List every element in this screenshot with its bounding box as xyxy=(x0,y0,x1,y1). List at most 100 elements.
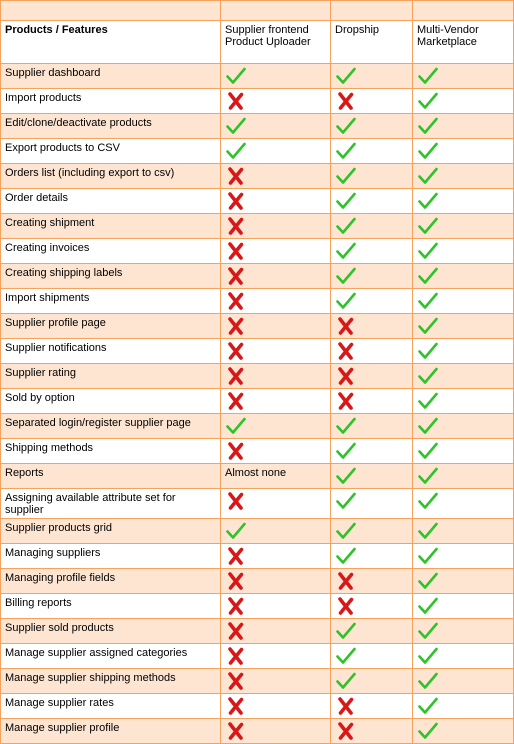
cell-multi-vendor xyxy=(412,568,514,594)
check-icon xyxy=(226,67,246,85)
cross-icon xyxy=(226,92,246,110)
check-icon xyxy=(418,167,438,185)
column-header-multi-vendor: Multi-Vendor Marketplace xyxy=(412,20,514,64)
cell-multi-vendor xyxy=(412,693,514,719)
cell-product-uploader xyxy=(220,63,331,89)
check-icon xyxy=(418,722,438,740)
feature-name: Import products xyxy=(0,88,221,114)
feature-name: Reports xyxy=(0,463,221,489)
cell-product-uploader xyxy=(220,438,331,464)
check-icon xyxy=(336,267,356,285)
cell-product-uploader xyxy=(220,263,331,289)
feature-name: Separated login/register supplier page xyxy=(0,413,221,439)
check-icon xyxy=(336,417,356,435)
top-strip-cell xyxy=(0,0,221,21)
cell-dropship xyxy=(330,138,413,164)
check-icon xyxy=(336,67,356,85)
cell-multi-vendor xyxy=(412,338,514,364)
feature-name: Managing profile fields xyxy=(0,568,221,594)
check-icon xyxy=(336,647,356,665)
cell-dropship xyxy=(330,188,413,214)
table-row: Manage supplier rates xyxy=(0,693,514,719)
cell-product-uploader xyxy=(220,238,331,264)
cell-multi-vendor xyxy=(412,488,514,519)
check-icon xyxy=(418,392,438,410)
cell-product-uploader xyxy=(220,313,331,339)
cross-icon xyxy=(226,342,246,360)
column-header-product-uploader: Supplier frontend Product Uploader xyxy=(220,20,331,64)
table-row: Supplier notifications xyxy=(0,338,514,364)
table-row: Assigning available attribute set for su… xyxy=(0,488,514,519)
check-icon xyxy=(418,317,438,335)
top-strip-cell xyxy=(330,0,413,21)
check-icon xyxy=(418,597,438,615)
check-icon xyxy=(336,547,356,565)
table-row: Manage supplier shipping methods xyxy=(0,668,514,694)
cell-product-uploader xyxy=(220,543,331,569)
cell-multi-vendor xyxy=(412,313,514,339)
table-row: Billing reports xyxy=(0,593,514,619)
cross-icon xyxy=(226,392,246,410)
cell-dropship xyxy=(330,718,413,744)
cell-multi-vendor xyxy=(412,463,514,489)
cell-dropship xyxy=(330,263,413,289)
feature-name: Creating shipment xyxy=(0,213,221,239)
cell-product-uploader xyxy=(220,113,331,139)
check-icon xyxy=(418,467,438,485)
cell-product-uploader xyxy=(220,718,331,744)
cell-dropship xyxy=(330,338,413,364)
check-icon xyxy=(418,672,438,690)
table-row: Supplier dashboard xyxy=(0,63,514,89)
feature-name: Supplier dashboard xyxy=(0,63,221,89)
cell-multi-vendor xyxy=(412,113,514,139)
cross-icon xyxy=(226,672,246,690)
cross-icon xyxy=(226,192,246,210)
cell-product-uploader xyxy=(220,413,331,439)
column-header-dropship: Dropship xyxy=(330,20,413,64)
check-icon xyxy=(336,117,356,135)
cell-dropship xyxy=(330,113,413,139)
cell-dropship xyxy=(330,413,413,439)
feature-name: Manage supplier assigned categories xyxy=(0,643,221,669)
cell-dropship xyxy=(330,88,413,114)
check-icon xyxy=(336,292,356,310)
cell-multi-vendor xyxy=(412,438,514,464)
cell-multi-vendor xyxy=(412,163,514,189)
check-icon xyxy=(418,647,438,665)
feature-name: Orders list (including export to csv) xyxy=(0,163,221,189)
cell-dropship xyxy=(330,518,413,544)
cell-product-uploader: Almost none xyxy=(220,463,331,489)
cross-icon xyxy=(226,597,246,615)
cross-icon xyxy=(226,647,246,665)
table-row: Separated login/register supplier page xyxy=(0,413,514,439)
check-icon xyxy=(418,267,438,285)
check-icon xyxy=(226,522,246,540)
cell-dropship xyxy=(330,363,413,389)
cross-icon xyxy=(226,572,246,590)
table-row: Orders list (including export to csv) xyxy=(0,163,514,189)
feature-name: Supplier notifications xyxy=(0,338,221,364)
cross-icon xyxy=(226,217,246,235)
check-icon xyxy=(418,492,438,510)
cell-text-value: Almost none xyxy=(225,467,287,479)
table-row: Sold by option xyxy=(0,388,514,414)
table-row: Managing profile fields xyxy=(0,568,514,594)
cell-dropship xyxy=(330,63,413,89)
top-strip-cell xyxy=(412,0,514,21)
cell-product-uploader xyxy=(220,388,331,414)
check-icon xyxy=(418,342,438,360)
check-icon xyxy=(336,217,356,235)
check-icon xyxy=(336,622,356,640)
check-icon xyxy=(336,192,356,210)
check-icon xyxy=(226,142,246,160)
table-row: Shipping methods xyxy=(0,438,514,464)
cell-multi-vendor xyxy=(412,288,514,314)
cell-product-uploader xyxy=(220,363,331,389)
table-row: Creating invoices xyxy=(0,238,514,264)
check-icon xyxy=(336,142,356,160)
feature-name: Sold by option xyxy=(0,388,221,414)
cell-multi-vendor xyxy=(412,188,514,214)
cell-multi-vendor xyxy=(412,388,514,414)
cross-icon xyxy=(226,722,246,740)
check-icon xyxy=(336,242,356,260)
